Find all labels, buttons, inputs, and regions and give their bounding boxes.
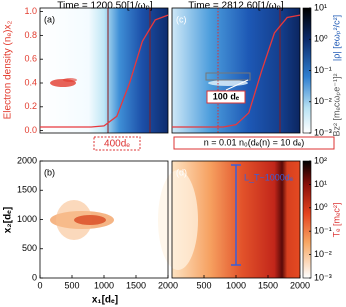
annotation: 100 dₑ [213,91,240,101]
colorbar-tick-label: 10⁻³ [314,272,332,282]
panel-title: Time = 2812.60[1/ωₚ] [188,1,284,12]
panel-label: (d) [176,167,187,177]
colorbar-tick-label: 10⁻¹ [314,65,332,75]
x-tick-label: 1500 [126,280,146,290]
y-tick-label: 2000 [17,155,37,165]
annotation-box [206,90,246,104]
colorbar-tick-label: 10¹ [314,2,327,12]
colorbar [302,160,312,279]
annotation: L_T~1000dₑ [244,172,294,182]
colorbar-tick-label: 10⁰ [314,202,328,212]
colorbar-tick-label: 10⁻² [314,96,332,106]
annotation: 400dₑ [104,139,130,150]
colorbar-label: |ρ| [eωₚ²/c²] [331,15,341,61]
y-tick-label: 0.0 [24,125,37,135]
y-tick-label: 0.4 [24,77,37,87]
colorbar-tick-label: 10⁻³ [314,127,332,137]
y-tick-label: 1000 [17,214,37,224]
annotation-box [173,136,335,150]
colorbar-tick-label: 10⁰ [314,34,328,44]
x-tick-label: 2000 [290,280,310,290]
panel-title: Time = 1200.50[1/ωₚ] [57,1,153,12]
panel-label: (b) [44,167,55,177]
y-tick-label: 1.0 [24,6,37,16]
density-line [172,14,301,128]
x-tick-label: 500 [64,280,79,290]
x-axis-label: x₁[dₑ] [92,295,118,306]
annotation-box [93,136,141,151]
blob [158,170,198,270]
density-line [40,14,169,128]
arrow [225,79,249,91]
x-tick-label: 500 [196,280,211,290]
colorbar-tick-label: 10⁻² [314,249,332,259]
panel-label: (a) [44,14,55,24]
y-tick-label: 0.2 [24,101,37,111]
colorbar-tick-label: 10⁻¹ [314,226,332,236]
colorbar-tick-label: 10² [314,155,327,165]
colorbar-label: Bz² [mₑcωₚe⁻¹]² [331,74,341,137]
x-tick-label: 1000 [226,280,246,290]
x-tick-label: 1000 [94,280,114,290]
colorbar-tick-label: 10¹ [314,179,327,189]
y-tick-label: 0.8 [24,30,37,40]
y-axis-label: Electron density (nₑ)x₂ [3,21,14,120]
zoom-box [205,72,251,81]
x-tick-label: 1500 [258,280,278,290]
y-tick-label: 0 [32,272,37,282]
panel-c-image [172,8,300,133]
colorbar-label: Tₑ [mₑc²] [331,203,341,238]
y-axis-label: x₂[dₑ] [3,207,14,234]
filaments [50,78,77,87]
y-tick-label: 1500 [17,185,37,195]
panel-a-image [40,8,168,133]
y-tick-label: 0.6 [24,54,37,64]
blob [74,215,106,225]
annotation: n = 0.01 n₀(dₑ(n) = 10 dₑ) [204,137,304,147]
x-tick-label: 0 [37,280,42,290]
panel-label: (c) [176,14,187,24]
y-tick-label: 500 [22,243,37,253]
x-tick-label: 2000 [158,280,178,290]
